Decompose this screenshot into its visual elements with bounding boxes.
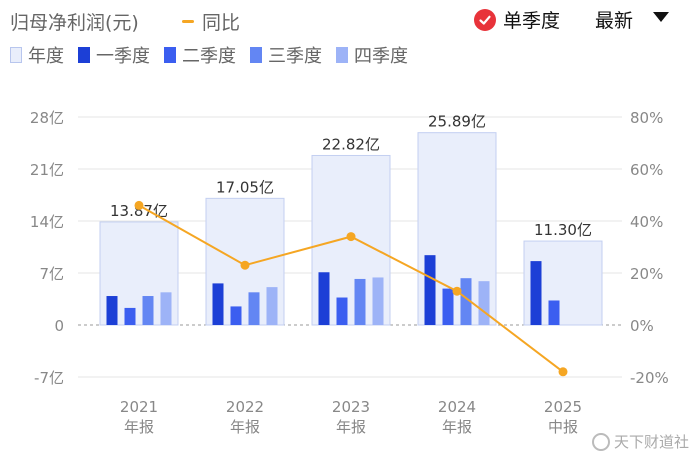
quarter-bar bbox=[336, 297, 348, 325]
yoy-point bbox=[346, 232, 356, 242]
legend-label: 二季度 bbox=[182, 46, 236, 67]
quarter-bar bbox=[266, 287, 278, 325]
x-tick-label: 年报 bbox=[124, 418, 154, 436]
y-tick-label-right: 0% bbox=[630, 317, 654, 335]
watermark-text: 天下财道社 bbox=[614, 433, 690, 451]
annual-value-label: 13.87亿 bbox=[110, 202, 168, 220]
x-tick-label: 2024 bbox=[438, 398, 476, 416]
legend-swatch bbox=[164, 47, 176, 63]
quarter-bar bbox=[424, 255, 436, 325]
legend-swatch bbox=[250, 47, 262, 63]
annual-value-label: 25.89亿 bbox=[428, 113, 486, 131]
watermark: 天下财道社 bbox=[592, 431, 689, 452]
legend-swatch bbox=[336, 47, 348, 63]
caret-down-icon bbox=[653, 11, 670, 22]
quarter-bar bbox=[106, 296, 118, 325]
x-tick-label: 中报 bbox=[548, 418, 578, 436]
annual-value-label: 22.82亿 bbox=[322, 135, 380, 153]
annual-value-label: 11.30亿 bbox=[534, 221, 592, 239]
x-tick-label: 2022 bbox=[226, 398, 264, 416]
x-tick-label: 年报 bbox=[442, 418, 472, 436]
y-tick-label-right: 40% bbox=[630, 213, 663, 231]
legend-item-q3[interactable]: 三季度 bbox=[250, 42, 322, 68]
quarter-bar bbox=[478, 281, 490, 325]
single-quarter-label: 单季度 bbox=[503, 10, 561, 32]
legend-item-annual[interactable]: 年度 bbox=[10, 42, 64, 68]
watermark-logo-icon bbox=[592, 432, 610, 451]
yoy-point bbox=[558, 367, 568, 377]
y-tick-label-right: -20% bbox=[630, 369, 669, 387]
quarter-bar bbox=[142, 296, 154, 325]
annual-value-label: 17.05亿 bbox=[216, 178, 274, 196]
quarter-bar bbox=[160, 292, 172, 325]
legend-label: 一季度 bbox=[96, 46, 150, 67]
quarter-bar bbox=[212, 283, 224, 325]
quarter-bar bbox=[230, 306, 242, 325]
yoy-legend-label: 同比 bbox=[202, 12, 241, 34]
quarter-bar bbox=[460, 278, 472, 325]
quarter-bar bbox=[248, 292, 260, 325]
chart-header: 归母净利润(元) 同比 单季度 最新 bbox=[0, 0, 700, 44]
quarter-bar bbox=[372, 277, 384, 325]
y-tick-label-left: 28亿 bbox=[30, 109, 64, 127]
yoy-point bbox=[134, 200, 144, 210]
y-tick-label-left: 21亿 bbox=[30, 161, 64, 179]
sort-dropdown[interactable]: 最新 bbox=[595, 6, 670, 33]
x-tick-label: 2025 bbox=[544, 398, 582, 416]
y-tick-label-right: 60% bbox=[630, 161, 663, 179]
legend: 年度 一季度 二季度 三季度 四季度 bbox=[10, 42, 422, 68]
legend-label: 三季度 bbox=[268, 46, 322, 67]
legend-label: 四季度 bbox=[354, 46, 408, 67]
y-tick-label-left: -7亿 bbox=[34, 369, 64, 387]
x-tick-label: 年报 bbox=[336, 418, 366, 436]
yoy-point bbox=[452, 286, 462, 296]
check-icon bbox=[474, 8, 496, 31]
yoy-point bbox=[240, 260, 250, 270]
y-tick-label-left: 0 bbox=[54, 317, 64, 335]
x-tick-label: 2023 bbox=[332, 398, 370, 416]
legend-swatch bbox=[10, 47, 22, 63]
y-tick-label-left: 14亿 bbox=[30, 213, 64, 231]
legend-swatch bbox=[78, 47, 90, 63]
sort-label: 最新 bbox=[595, 10, 634, 32]
y-tick-label-left: 7亿 bbox=[39, 265, 64, 283]
quarter-bar bbox=[124, 307, 136, 325]
yoy-legend: 同比 bbox=[182, 8, 240, 35]
legend-item-q2[interactable]: 二季度 bbox=[164, 42, 236, 68]
y-tick-label-right: 20% bbox=[630, 265, 663, 283]
quarter-bar bbox=[318, 272, 330, 325]
chart-title: 归母净利润(元) bbox=[10, 12, 139, 34]
single-quarter-toggle[interactable]: 单季度 bbox=[474, 6, 560, 33]
x-tick-label: 年报 bbox=[230, 418, 260, 436]
legend-label: 年度 bbox=[28, 46, 64, 67]
yoy-line-swatch bbox=[182, 20, 194, 23]
legend-item-q4[interactable]: 四季度 bbox=[336, 42, 408, 68]
x-tick-label: 2021 bbox=[120, 398, 158, 416]
quarter-bar bbox=[548, 300, 560, 325]
legend-item-q1[interactable]: 一季度 bbox=[78, 42, 150, 68]
quarter-bar bbox=[354, 278, 366, 325]
y-tick-label-right: 80% bbox=[630, 109, 663, 127]
quarter-bar bbox=[530, 261, 542, 325]
quarter-bar bbox=[442, 288, 454, 325]
